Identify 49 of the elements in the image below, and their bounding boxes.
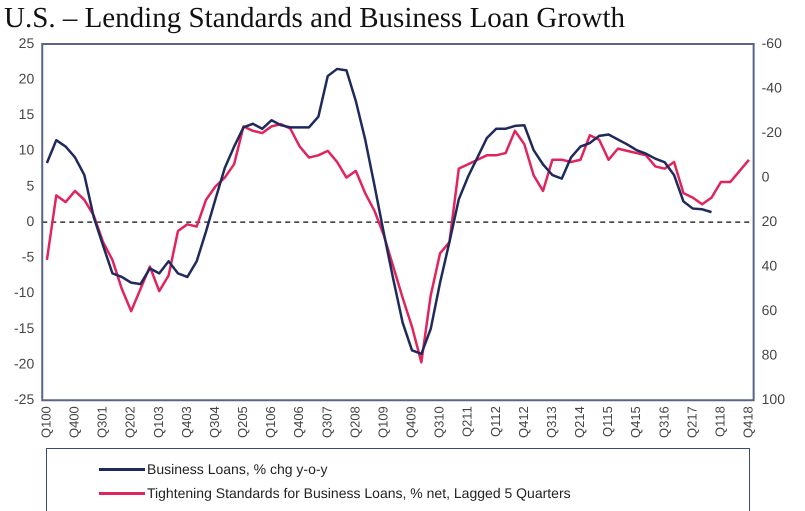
- x-tick-label: Q100: [38, 406, 54, 438]
- x-tick-label: Q310: [432, 406, 447, 438]
- x-tick-label: Q406: [291, 406, 306, 438]
- x-tick-label: Q418: [740, 406, 756, 438]
- x-tick-label: Q316: [656, 406, 672, 438]
- x-tick-label: Q202: [122, 406, 138, 438]
- y-tick-label: -25: [14, 391, 34, 408]
- y-tick-label: 5: [26, 177, 34, 194]
- y-tick-label: 10: [18, 142, 34, 158]
- y-tick-label: 15: [18, 106, 34, 122]
- x-tick-label: Q112: [488, 406, 503, 438]
- y-tick-label: -5: [22, 248, 34, 265]
- x-tick-label: Q211: [460, 406, 475, 438]
- x-tick-label: Q415: [628, 406, 644, 438]
- x-tick-label: Q307: [319, 406, 334, 438]
- x-tick-label: Q412: [516, 406, 531, 438]
- y2-tick-label: -40: [762, 79, 782, 96]
- y2-tick-label: -20: [762, 124, 782, 140]
- x-tick-label: Q205: [235, 406, 250, 438]
- y-tick-label: -10: [14, 284, 34, 300]
- x-tick-label: Q217: [684, 406, 700, 438]
- y-tick-label: 25: [18, 34, 34, 51]
- x-tick-label: Q103: [150, 406, 166, 438]
- x-tick-label: Q106: [263, 406, 278, 438]
- y-tick-label: -15: [14, 320, 34, 336]
- x-tick-label: Q403: [178, 406, 194, 438]
- x-tick-label: Q409: [404, 406, 419, 438]
- y2-tick-label: 60: [762, 302, 778, 318]
- x-tick-label: Q208: [347, 406, 362, 438]
- x-tick-label: Q115: [600, 406, 616, 438]
- y2-tick-label: 100: [762, 391, 786, 408]
- legend-label: Tightening Standards for Business Loans, % net, Lagged 5 Quarters: [147, 485, 571, 501]
- chart-title: U.S. – Lending Standards and Business Loan Growth: [4, 2, 626, 35]
- x-tick-label: Q304: [206, 406, 222, 438]
- x-tick-label: Q214: [572, 406, 588, 438]
- x-tick-label: Q118: [712, 406, 728, 438]
- y-tick-label: 20: [18, 70, 34, 86]
- y2-tick-label: 40: [762, 257, 778, 274]
- legend-label: Business Loans, % chg y-o-y: [147, 461, 328, 477]
- x-tick-label: Q301: [94, 406, 110, 438]
- x-tick-label: Q109: [375, 406, 390, 438]
- y2-tick-label: 20: [762, 212, 778, 229]
- x-tick-label: Q400: [66, 406, 82, 438]
- y2-tick-label: 80: [762, 346, 778, 363]
- y2-tick-label: -60: [762, 34, 782, 51]
- y2-tick-label: 0: [762, 168, 770, 184]
- y-tick-label: -20: [14, 355, 34, 372]
- x-tick-label: Q313: [544, 406, 559, 438]
- y-tick-label: 0: [26, 212, 34, 229]
